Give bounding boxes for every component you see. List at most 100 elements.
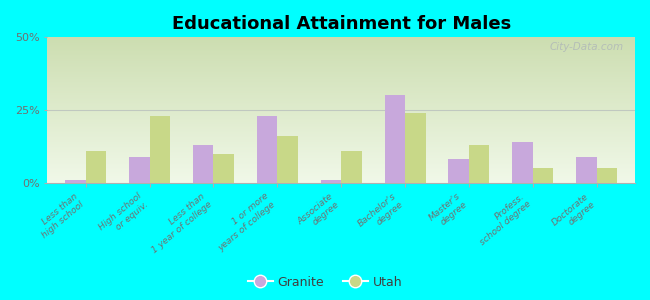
Bar <box>47 91 635 92</box>
Bar <box>47 97 635 98</box>
Bar <box>47 142 635 143</box>
Bar <box>47 112 635 113</box>
Bar <box>47 165 635 166</box>
Bar <box>47 100 635 101</box>
Bar <box>577 157 597 183</box>
Bar <box>47 84 635 85</box>
Bar <box>47 136 635 137</box>
Bar <box>47 41 635 42</box>
Bar <box>47 146 635 147</box>
Bar <box>47 66 635 67</box>
Bar <box>47 38 635 39</box>
Bar <box>47 37 635 38</box>
Bar <box>47 164 635 165</box>
Bar <box>47 107 635 108</box>
Bar <box>47 152 635 153</box>
Bar <box>47 141 635 142</box>
Bar <box>47 157 635 158</box>
Bar <box>47 56 635 57</box>
Bar <box>47 169 635 170</box>
Bar <box>47 110 635 111</box>
Bar <box>47 171 635 172</box>
Bar <box>47 119 635 120</box>
Bar <box>385 95 405 183</box>
Bar <box>47 139 635 140</box>
Bar <box>47 130 635 131</box>
Bar <box>47 140 635 141</box>
Bar <box>47 120 635 121</box>
Bar <box>47 179 635 180</box>
Bar <box>47 160 635 161</box>
Bar <box>469 145 489 183</box>
Bar <box>47 155 635 156</box>
Bar <box>47 79 635 80</box>
Bar <box>47 42 635 43</box>
Bar <box>47 117 635 118</box>
Bar <box>47 63 635 64</box>
Bar <box>47 166 635 167</box>
Bar <box>47 114 635 115</box>
Bar <box>47 173 635 174</box>
Bar <box>47 78 635 79</box>
Bar <box>47 148 635 149</box>
Bar <box>47 151 635 152</box>
Bar <box>129 157 150 183</box>
Bar <box>47 85 635 86</box>
Bar <box>47 69 635 70</box>
Bar <box>86 151 106 183</box>
Bar <box>47 64 635 65</box>
Bar <box>47 94 635 95</box>
Bar <box>47 82 635 83</box>
Bar <box>47 147 635 148</box>
Bar <box>47 118 635 119</box>
Bar <box>47 89 635 90</box>
Bar <box>47 103 635 104</box>
Bar <box>47 178 635 179</box>
Text: City-Data.com: City-Data.com <box>549 42 623 52</box>
Bar <box>47 62 635 63</box>
Bar <box>47 175 635 176</box>
Bar <box>47 92 635 93</box>
Bar <box>47 182 635 183</box>
Bar <box>47 125 635 126</box>
Bar <box>47 52 635 53</box>
Bar <box>448 159 469 183</box>
Bar <box>512 142 533 183</box>
Bar <box>533 168 553 183</box>
Bar <box>47 111 635 112</box>
Bar <box>47 105 635 106</box>
Bar <box>47 67 635 68</box>
Bar <box>47 75 635 76</box>
Bar <box>47 137 635 138</box>
Bar <box>47 72 635 73</box>
Bar <box>47 96 635 97</box>
Bar <box>47 108 635 109</box>
Bar <box>47 77 635 78</box>
Bar <box>47 81 635 82</box>
Bar <box>47 126 635 127</box>
Bar <box>47 104 635 105</box>
Bar <box>47 80 635 81</box>
Bar <box>193 145 213 183</box>
Bar <box>47 95 635 96</box>
Bar <box>597 168 617 183</box>
Bar <box>47 161 635 162</box>
Bar <box>47 123 635 124</box>
Bar <box>47 144 635 145</box>
Bar <box>47 50 635 51</box>
Bar <box>47 162 635 163</box>
Bar <box>47 57 635 58</box>
Bar <box>47 113 635 114</box>
Bar <box>47 122 635 123</box>
Bar <box>47 82 635 83</box>
Bar <box>47 163 635 164</box>
Bar <box>47 109 635 110</box>
Title: Educational Attainment for Males: Educational Attainment for Males <box>172 15 511 33</box>
Bar <box>47 102 635 103</box>
Bar <box>47 177 635 178</box>
Bar <box>47 116 635 117</box>
Bar <box>47 156 635 157</box>
Bar <box>47 49 635 50</box>
Bar <box>47 181 635 182</box>
Bar <box>47 74 635 75</box>
